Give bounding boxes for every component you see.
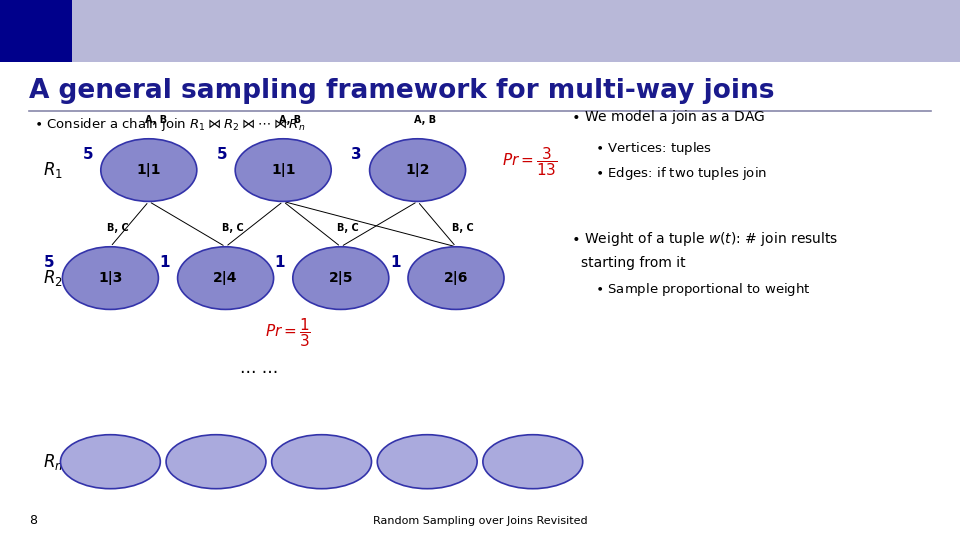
Bar xyxy=(0,0,960,62)
Text: 5: 5 xyxy=(83,147,93,162)
Text: 1|3: 1|3 xyxy=(98,271,123,285)
Ellipse shape xyxy=(235,139,331,201)
Text: 1|2: 1|2 xyxy=(405,163,430,177)
Text: $R_2$: $R_2$ xyxy=(43,268,62,288)
Text: 8: 8 xyxy=(29,514,36,526)
Text: 3: 3 xyxy=(351,147,362,162)
Text: B, C: B, C xyxy=(107,223,129,233)
Text: $\bullet$ Vertices: tuples: $\bullet$ Vertices: tuples xyxy=(595,140,712,157)
Text: A, B: A, B xyxy=(414,115,436,125)
Text: $\bullet$ We model a join as a DAG: $\bullet$ We model a join as a DAG xyxy=(571,108,766,126)
Text: $Pr = \dfrac{3}{13}$: $Pr = \dfrac{3}{13}$ xyxy=(502,146,558,178)
Text: 1|1: 1|1 xyxy=(271,163,296,177)
Text: A, B: A, B xyxy=(145,115,167,125)
Text: … …: … … xyxy=(240,359,278,377)
Ellipse shape xyxy=(178,247,274,309)
Ellipse shape xyxy=(166,435,266,489)
Ellipse shape xyxy=(408,247,504,309)
Text: $\bullet$ Consider a chain join $R_1 \bowtie R_2 \bowtie \cdots \bowtie R_n$: $\bullet$ Consider a chain join $R_1 \bo… xyxy=(34,116,305,132)
Ellipse shape xyxy=(272,435,372,489)
Text: 5: 5 xyxy=(217,147,228,162)
Text: 1|1: 1|1 xyxy=(136,163,161,177)
Text: 2|6: 2|6 xyxy=(444,271,468,285)
Text: $Pr = \dfrac{1}{3}$: $Pr = \dfrac{1}{3}$ xyxy=(265,316,311,349)
Ellipse shape xyxy=(370,139,466,201)
Text: B, C: B, C xyxy=(222,223,244,233)
Text: 2|5: 2|5 xyxy=(328,271,353,285)
Bar xyxy=(0,0,72,62)
Text: $R_1$: $R_1$ xyxy=(43,160,62,180)
Ellipse shape xyxy=(483,435,583,489)
Text: $R_n$: $R_n$ xyxy=(43,451,62,472)
Text: $\bullet$ Edges: if two tuples join: $\bullet$ Edges: if two tuples join xyxy=(595,165,767,181)
Ellipse shape xyxy=(377,435,477,489)
Text: A general sampling framework for multi-way joins: A general sampling framework for multi-w… xyxy=(29,78,775,104)
Text: 1: 1 xyxy=(275,255,285,270)
Ellipse shape xyxy=(62,247,158,309)
Text: Random Sampling over Joins Revisited: Random Sampling over Joins Revisited xyxy=(372,516,588,526)
Ellipse shape xyxy=(101,139,197,201)
Text: 1: 1 xyxy=(159,255,170,270)
Text: A, B: A, B xyxy=(279,115,301,125)
Ellipse shape xyxy=(293,247,389,309)
Text: 1: 1 xyxy=(390,255,400,270)
Text: B, C: B, C xyxy=(337,223,359,233)
Text: $\bullet$ Weight of a tuple $w(t)$: # join results: $\bullet$ Weight of a tuple $w(t)$: # jo… xyxy=(571,230,839,247)
Text: starting from it: starting from it xyxy=(581,256,685,271)
Text: 5: 5 xyxy=(44,255,55,270)
Text: B, C: B, C xyxy=(452,223,474,233)
Text: 2|4: 2|4 xyxy=(213,271,238,285)
Text: $\bullet$ Sample proportional to weight: $\bullet$ Sample proportional to weight xyxy=(595,281,811,298)
Ellipse shape xyxy=(60,435,160,489)
